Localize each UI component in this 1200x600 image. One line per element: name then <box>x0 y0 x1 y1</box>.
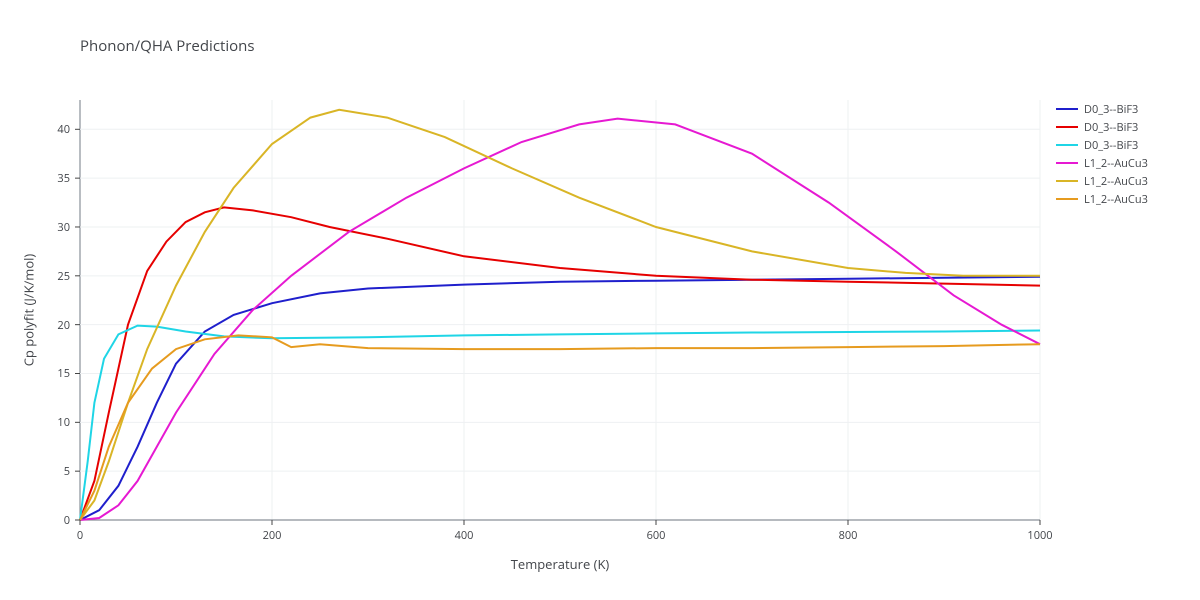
legend-item[interactable]: D0_3--BiF3 <box>1056 100 1148 118</box>
x-tick-label: 1000 <box>1025 528 1055 543</box>
series-line <box>80 335 1040 520</box>
legend-label: D0_3--BiF3 <box>1084 138 1138 153</box>
legend-swatch <box>1056 180 1078 182</box>
legend-label: D0_3--BiF3 <box>1084 102 1138 117</box>
legend-swatch <box>1056 126 1078 128</box>
legend-swatch <box>1056 144 1078 146</box>
legend-item[interactable]: L1_2--AuCu3 <box>1056 190 1148 208</box>
legend: D0_3--BiF3 D0_3--BiF3 D0_3--BiF3 L1_2--AuCu… <box>1056 100 1148 208</box>
legend-item[interactable]: D0_3--BiF3 <box>1056 136 1148 154</box>
legend-swatch <box>1056 198 1078 200</box>
legend-swatch <box>1056 162 1078 164</box>
y-tick-label: 30 <box>40 220 70 235</box>
y-tick-label: 15 <box>40 366 70 381</box>
y-tick-label: 20 <box>40 318 70 333</box>
x-tick-label: 800 <box>833 528 863 543</box>
y-tick-label: 40 <box>40 122 70 137</box>
series-line <box>80 110 1040 520</box>
x-tick-label: 400 <box>449 528 479 543</box>
y-tick-label: 5 <box>40 464 70 479</box>
x-axis-label: Temperature (K) <box>80 555 1040 573</box>
chart-canvas <box>80 100 1040 520</box>
plot-area[interactable] <box>80 100 1040 520</box>
legend-swatch <box>1056 108 1078 110</box>
legend-label: L1_2--AuCu3 <box>1084 174 1148 189</box>
y-axis-label: Cp polyfit (J/K/mol) <box>18 100 38 520</box>
legend-item[interactable]: L1_2--AuCu3 <box>1056 154 1148 172</box>
legend-item[interactable]: D0_3--BiF3 <box>1056 118 1148 136</box>
x-tick-label: 600 <box>641 528 671 543</box>
chart-title: Phonon/QHA Predictions <box>80 36 255 56</box>
x-tick-label: 200 <box>257 528 287 543</box>
legend-item[interactable]: L1_2--AuCu3 <box>1056 172 1148 190</box>
y-tick-label: 0 <box>40 513 70 528</box>
y-axis-label-text: Cp polyfit (J/K/mol) <box>19 254 37 367</box>
legend-label: L1_2--AuCu3 <box>1084 156 1148 171</box>
legend-label: D0_3--BiF3 <box>1084 120 1138 135</box>
legend-label: L1_2--AuCu3 <box>1084 192 1148 207</box>
y-tick-label: 25 <box>40 269 70 284</box>
x-tick-label: 0 <box>65 528 95 543</box>
y-tick-label: 35 <box>40 171 70 186</box>
series-line <box>80 207 1040 520</box>
y-tick-label: 10 <box>40 415 70 430</box>
series-line <box>80 277 1040 520</box>
